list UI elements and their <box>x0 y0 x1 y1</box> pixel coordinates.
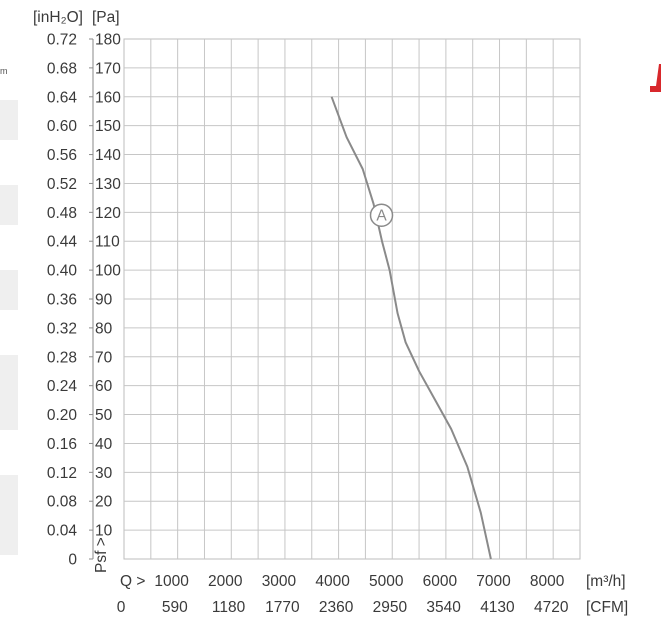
y-tick-label-pa: 170 <box>95 60 121 77</box>
x-tick-label-m3h: 2000 <box>208 573 243 590</box>
y-tick-label-pa: 160 <box>95 89 121 106</box>
y-tick-label-inh2o: 0.68 <box>47 60 77 77</box>
y-tick-label-inh2o: 0.48 <box>47 205 77 222</box>
left-table-fragment: m <box>0 40 18 620</box>
x-tick-label-cfm: 1770 <box>265 599 300 616</box>
x-tick-label-cfm: 3540 <box>426 599 461 616</box>
y-tick-label-inh2o: 0 <box>68 552 77 569</box>
x-ticks-m3h: 1000 2000 3000 4000 5000 6000 7000 8000 <box>154 573 564 590</box>
y-tick-label-inh2o: 0.28 <box>47 349 77 366</box>
y-axis-name: Psf > <box>93 537 110 573</box>
y-tick-label-pa: 130 <box>95 176 121 193</box>
x-axis-prefix: Q > <box>120 573 145 590</box>
y-tick-label-inh2o: 0.36 <box>47 292 77 309</box>
y-tick-label-inh2o: 0.16 <box>47 436 77 453</box>
x-tick-label-m3h: 5000 <box>369 573 404 590</box>
y-tick-label-pa: 90 <box>95 292 113 309</box>
y-tick-label-pa: 50 <box>95 407 113 424</box>
y-unit-pa: [Pa] <box>92 9 120 26</box>
chart-grid <box>89 38 581 560</box>
y-tick-label-pa: 30 <box>95 465 113 482</box>
red-accent-mark <box>650 64 661 92</box>
performance-curve-line <box>330 96 492 560</box>
x-unit-cfm: [CFM] <box>586 599 628 616</box>
y-tick-label-inh2o: 0.72 <box>47 32 77 49</box>
x-tick-label-cfm: 1180 <box>212 599 246 616</box>
x-ticks-cfm: 0 590 1180 1770 2360 2950 3540 4130 4720 <box>117 599 569 616</box>
curve-label: A <box>376 208 387 225</box>
x-tick-label-cfm: 4130 <box>480 599 515 616</box>
y-tick-label-inh2o: 0.32 <box>47 320 77 337</box>
y-tick-label-inh2o: 0.04 <box>47 523 78 540</box>
x-tick-label-m3h: 3000 <box>262 573 297 590</box>
y-tick-label-pa: 70 <box>95 349 113 366</box>
y-tick-label-pa: 110 <box>95 234 120 251</box>
x-tick-label-m3h: 4000 <box>315 573 350 590</box>
y-tick-label-inh2o: 0.08 <box>47 494 77 511</box>
y-ticks-pa: 180 170 160 150 140 130 120 110 100 90 80 70 60 50 40 3… <box>95 32 121 540</box>
y-tick-label-inh2o: 0.64 <box>47 89 78 106</box>
y-tick-label-pa: 140 <box>95 147 121 164</box>
y-tick-label-pa: 150 <box>95 118 121 135</box>
table-fragment-text: m <box>0 66 8 76</box>
x-unit-m3h: [m³/h] <box>586 573 626 590</box>
y-tick-label-pa: 80 <box>95 320 113 337</box>
x-tick-label-m3h: 1000 <box>154 573 189 590</box>
y-tick-label-pa: 100 <box>95 263 121 280</box>
y-tick-label-inh2o: 0.12 <box>47 465 77 482</box>
y-unit-inh2o: [inH₂O] <box>33 9 83 26</box>
y-tick-label-pa: 40 <box>95 436 113 453</box>
x-tick-label-cfm: 0 <box>117 599 126 616</box>
y-tick-label-inh2o: 0.20 <box>47 407 78 424</box>
x-tick-label-m3h: 6000 <box>423 573 458 590</box>
y-tick-label-inh2o: 0.60 <box>47 118 78 135</box>
y-tick-label-inh2o: 0.44 <box>47 234 78 251</box>
x-tick-label-m3h: 8000 <box>530 573 565 590</box>
x-tick-label-cfm: 2950 <box>373 599 408 616</box>
y-tick-label-pa: 10 <box>95 523 113 540</box>
y-ticks-inh2o: 0.72 0.68 0.64 0.60 0.56 0.52 0.48 0.44 0.40 0.36… <box>47 32 78 569</box>
x-tick-label-cfm: 2360 <box>319 599 354 616</box>
y-tick-label-inh2o: 0.56 <box>47 147 77 164</box>
y-tick-label-inh2o: 0.40 <box>47 263 78 280</box>
curve-label-circle <box>369 203 394 227</box>
x-tick-label-cfm: 590 <box>162 599 188 616</box>
y-tick-label-inh2o: 0.52 <box>47 176 77 193</box>
y-tick-label-pa: 120 <box>95 205 121 222</box>
x-tick-label-m3h: 7000 <box>476 573 511 590</box>
series-layer: A <box>330 96 492 560</box>
y-tick-label-pa: 60 <box>95 378 113 395</box>
y-tick-label-pa: 180 <box>95 32 121 49</box>
y-tick-label-pa: 20 <box>95 494 113 511</box>
x-tick-label-cfm: 4720 <box>534 599 569 616</box>
y-tick-label-inh2o: 0.24 <box>47 378 78 395</box>
